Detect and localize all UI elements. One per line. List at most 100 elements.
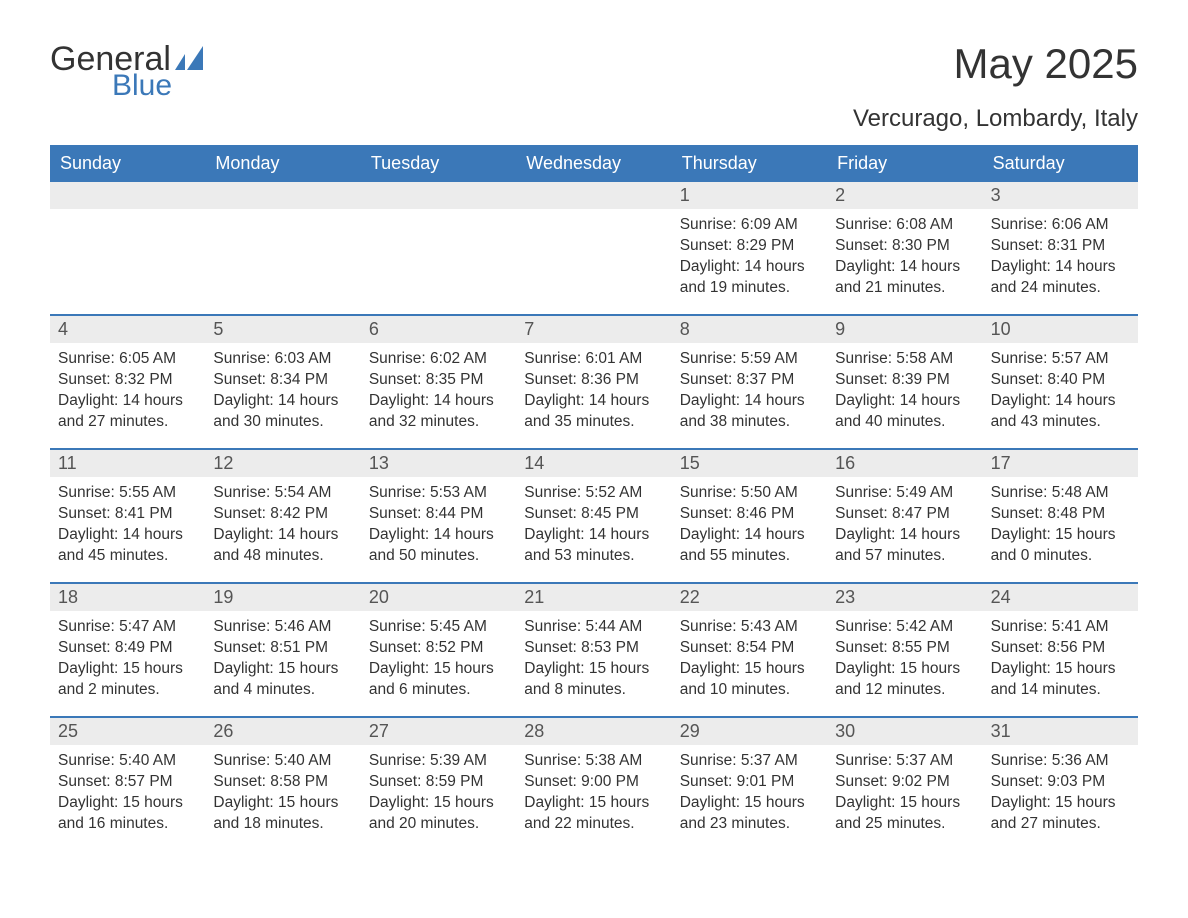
day-body: Sunrise: 5:55 AMSunset: 8:41 PMDaylight:…: [50, 477, 205, 575]
day-number: 31: [983, 718, 1138, 745]
sunrise-line: Sunrise: 5:47 AM: [58, 617, 197, 638]
week-row: 18Sunrise: 5:47 AMSunset: 8:49 PMDayligh…: [50, 582, 1138, 716]
sunset-line: Sunset: 8:31 PM: [991, 236, 1130, 257]
day-number: 25: [50, 718, 205, 745]
day-number: 16: [827, 450, 982, 477]
sunset-line: Sunset: 8:41 PM: [58, 504, 197, 525]
day-cell: 2Sunrise: 6:08 AMSunset: 8:30 PMDaylight…: [827, 182, 982, 314]
sunrise-line: Sunrise: 5:49 AM: [835, 483, 974, 504]
day-cell: 29Sunrise: 5:37 AMSunset: 9:01 PMDayligh…: [672, 718, 827, 850]
day-number: 29: [672, 718, 827, 745]
daylight-line: Daylight: 14 hours and 27 minutes.: [58, 391, 197, 433]
day-body: Sunrise: 5:48 AMSunset: 8:48 PMDaylight:…: [983, 477, 1138, 575]
week-row: 4Sunrise: 6:05 AMSunset: 8:32 PMDaylight…: [50, 314, 1138, 448]
sunrise-line: Sunrise: 5:39 AM: [369, 751, 508, 772]
daylight-line: Daylight: 15 hours and 18 minutes.: [213, 793, 352, 835]
sunset-line: Sunset: 8:59 PM: [369, 772, 508, 793]
daylight-line: Daylight: 15 hours and 12 minutes.: [835, 659, 974, 701]
day-body: Sunrise: 5:45 AMSunset: 8:52 PMDaylight:…: [361, 611, 516, 709]
day-cell: 6Sunrise: 6:02 AMSunset: 8:35 PMDaylight…: [361, 316, 516, 448]
daylight-line: Daylight: 14 hours and 35 minutes.: [524, 391, 663, 433]
sunset-line: Sunset: 8:53 PM: [524, 638, 663, 659]
day-body: Sunrise: 5:41 AMSunset: 8:56 PMDaylight:…: [983, 611, 1138, 709]
day-number: 14: [516, 450, 671, 477]
day-cell: 23Sunrise: 5:42 AMSunset: 8:55 PMDayligh…: [827, 584, 982, 716]
day-cell: 25Sunrise: 5:40 AMSunset: 8:57 PMDayligh…: [50, 718, 205, 850]
day-number: [516, 182, 671, 209]
day-number: 11: [50, 450, 205, 477]
day-cell: 13Sunrise: 5:53 AMSunset: 8:44 PMDayligh…: [361, 450, 516, 582]
day-number: 2: [827, 182, 982, 209]
sunrise-line: Sunrise: 5:36 AM: [991, 751, 1130, 772]
day-cell: 8Sunrise: 5:59 AMSunset: 8:37 PMDaylight…: [672, 316, 827, 448]
day-header: Saturday: [983, 145, 1138, 182]
sunset-line: Sunset: 8:45 PM: [524, 504, 663, 525]
day-number: 12: [205, 450, 360, 477]
sunset-line: Sunset: 8:37 PM: [680, 370, 819, 391]
day-number: 17: [983, 450, 1138, 477]
day-number: 23: [827, 584, 982, 611]
day-cell: 12Sunrise: 5:54 AMSunset: 8:42 PMDayligh…: [205, 450, 360, 582]
day-body: Sunrise: 5:44 AMSunset: 8:53 PMDaylight:…: [516, 611, 671, 709]
day-cell: 16Sunrise: 5:49 AMSunset: 8:47 PMDayligh…: [827, 450, 982, 582]
daylight-line: Daylight: 15 hours and 2 minutes.: [58, 659, 197, 701]
day-cell: 18Sunrise: 5:47 AMSunset: 8:49 PMDayligh…: [50, 584, 205, 716]
day-body: Sunrise: 5:50 AMSunset: 8:46 PMDaylight:…: [672, 477, 827, 575]
day-number: 13: [361, 450, 516, 477]
day-body: Sunrise: 5:53 AMSunset: 8:44 PMDaylight:…: [361, 477, 516, 575]
sunrise-line: Sunrise: 5:45 AM: [369, 617, 508, 638]
sunrise-line: Sunrise: 5:52 AM: [524, 483, 663, 504]
day-body: Sunrise: 5:37 AMSunset: 9:02 PMDaylight:…: [827, 745, 982, 843]
day-number: 6: [361, 316, 516, 343]
day-body: Sunrise: 5:43 AMSunset: 8:54 PMDaylight:…: [672, 611, 827, 709]
day-header: Sunday: [50, 145, 205, 182]
day-number: 30: [827, 718, 982, 745]
day-number: [50, 182, 205, 209]
day-number: 24: [983, 584, 1138, 611]
sunrise-line: Sunrise: 6:08 AM: [835, 215, 974, 236]
logo: General Blue: [50, 40, 215, 101]
day-number: 22: [672, 584, 827, 611]
day-body: Sunrise: 6:08 AMSunset: 8:30 PMDaylight:…: [827, 209, 982, 307]
sunrise-line: Sunrise: 5:55 AM: [58, 483, 197, 504]
sunset-line: Sunset: 8:52 PM: [369, 638, 508, 659]
sunset-line: Sunset: 8:57 PM: [58, 772, 197, 793]
day-cell: 19Sunrise: 5:46 AMSunset: 8:51 PMDayligh…: [205, 584, 360, 716]
daylight-line: Daylight: 14 hours and 19 minutes.: [680, 257, 819, 299]
sunrise-line: Sunrise: 5:44 AM: [524, 617, 663, 638]
day-number: 3: [983, 182, 1138, 209]
day-body: Sunrise: 5:58 AMSunset: 8:39 PMDaylight:…: [827, 343, 982, 441]
day-number: 15: [672, 450, 827, 477]
sunrise-line: Sunrise: 5:42 AM: [835, 617, 974, 638]
day-header-row: Sunday Monday Tuesday Wednesday Thursday…: [50, 145, 1138, 182]
day-body: Sunrise: 5:37 AMSunset: 9:01 PMDaylight:…: [672, 745, 827, 843]
sunset-line: Sunset: 8:39 PM: [835, 370, 974, 391]
daylight-line: Daylight: 15 hours and 22 minutes.: [524, 793, 663, 835]
sunrise-line: Sunrise: 5:59 AM: [680, 349, 819, 370]
daylight-line: Daylight: 15 hours and 8 minutes.: [524, 659, 663, 701]
day-body: Sunrise: 5:46 AMSunset: 8:51 PMDaylight:…: [205, 611, 360, 709]
day-cell: 17Sunrise: 5:48 AMSunset: 8:48 PMDayligh…: [983, 450, 1138, 582]
sunset-line: Sunset: 8:42 PM: [213, 504, 352, 525]
sunset-line: Sunset: 8:49 PM: [58, 638, 197, 659]
day-number: 21: [516, 584, 671, 611]
sunset-line: Sunset: 8:40 PM: [991, 370, 1130, 391]
day-body: Sunrise: 6:09 AMSunset: 8:29 PMDaylight:…: [672, 209, 827, 307]
day-body: Sunrise: 5:52 AMSunset: 8:45 PMDaylight:…: [516, 477, 671, 575]
day-cell: 20Sunrise: 5:45 AMSunset: 8:52 PMDayligh…: [361, 584, 516, 716]
sunrise-line: Sunrise: 6:05 AM: [58, 349, 197, 370]
day-header: Wednesday: [516, 145, 671, 182]
day-number: [205, 182, 360, 209]
daylight-line: Daylight: 15 hours and 6 minutes.: [369, 659, 508, 701]
daylight-line: Daylight: 14 hours and 32 minutes.: [369, 391, 508, 433]
sunset-line: Sunset: 9:00 PM: [524, 772, 663, 793]
day-cell: 11Sunrise: 5:55 AMSunset: 8:41 PMDayligh…: [50, 450, 205, 582]
sunset-line: Sunset: 8:32 PM: [58, 370, 197, 391]
sunset-line: Sunset: 8:30 PM: [835, 236, 974, 257]
daylight-line: Daylight: 14 hours and 55 minutes.: [680, 525, 819, 567]
daylight-line: Daylight: 14 hours and 45 minutes.: [58, 525, 197, 567]
sunrise-line: Sunrise: 5:37 AM: [680, 751, 819, 772]
day-header: Tuesday: [361, 145, 516, 182]
day-body: Sunrise: 5:40 AMSunset: 8:57 PMDaylight:…: [50, 745, 205, 843]
day-header: Monday: [205, 145, 360, 182]
